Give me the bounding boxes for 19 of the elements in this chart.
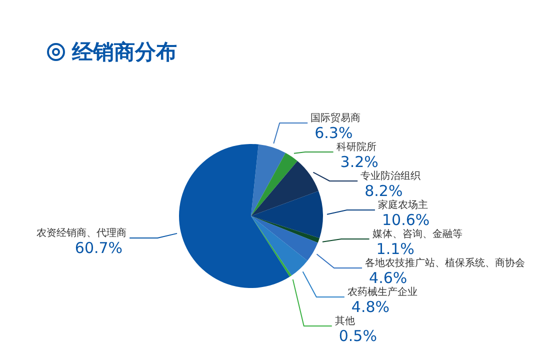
data-label: 1.1%	[376, 240, 414, 258]
slice-label: 专业防治组织	[360, 170, 421, 182]
data-label: 10.6%	[382, 211, 430, 229]
slice-label: 农资经销商、代理商	[36, 227, 127, 240]
data-label: 6.3%	[314, 124, 353, 142]
data-label: 8.2%	[364, 182, 403, 200]
slice-label: 国际贸易商	[310, 112, 361, 124]
data-label: 4.8%	[351, 298, 390, 316]
data-label: 4.6%	[369, 269, 408, 287]
slice-label: 其他	[334, 315, 355, 327]
data-label: 3.2%	[340, 153, 378, 171]
slice-label: 农药械生产企业	[347, 286, 418, 298]
data-label: 0.5%	[338, 327, 377, 345]
slice-label: 媒体、咨询、金融等	[372, 228, 462, 240]
slice-label: 各地农技推广站、植保系统、商协会	[365, 257, 526, 269]
chart-title: 经销商分布	[72, 39, 177, 66]
slice-label: 家庭农场主	[378, 199, 428, 211]
data-label: 60.7%	[74, 239, 123, 258]
slice-label: 科研院所	[336, 141, 376, 153]
